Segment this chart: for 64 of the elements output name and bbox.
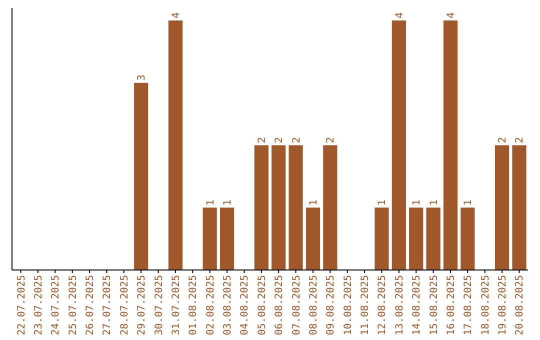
x-tick-label: 12.08.2025: [377, 275, 388, 336]
x-tick-label: 14.08.2025: [412, 275, 423, 336]
bar: [460, 208, 475, 270]
x-tick-label: 06.08.2025: [274, 275, 286, 336]
x-tick-label: 22.07.2025: [16, 275, 28, 336]
x-tick-label: 16.08.2025: [446, 275, 457, 336]
x-tick-label: 02.08.2025: [205, 275, 216, 336]
bar: [443, 20, 458, 270]
data-label: 1: [222, 199, 234, 206]
data-label: 4: [170, 12, 182, 18]
x-tick-label: 18.08.2025: [480, 275, 492, 336]
x-tick-label: 29.07.2025: [136, 275, 148, 336]
x-tick-label: 26.07.2025: [85, 275, 96, 336]
bar: [220, 208, 234, 270]
data-label: 1: [205, 199, 216, 206]
bar: [288, 145, 303, 270]
bar: [426, 208, 440, 270]
data-label: 1: [428, 199, 440, 206]
bar: [202, 208, 217, 270]
x-tick-label: 08.08.2025: [308, 275, 320, 336]
bar: [168, 20, 183, 270]
data-label: 2: [498, 136, 509, 144]
x-tick-label: 28.07.2025: [119, 275, 130, 336]
bar: [134, 82, 148, 270]
data-label: 1: [412, 199, 423, 206]
x-tick-label: 15.08.2025: [428, 275, 440, 336]
data-label: 1: [308, 199, 320, 206]
bar: [254, 145, 268, 270]
bar: [409, 208, 424, 270]
data-label: 4: [394, 12, 406, 18]
x-tick-label: 20.08.2025: [514, 275, 526, 336]
bar: [306, 208, 320, 270]
x-tick-label: 30.07.2025: [154, 275, 165, 336]
bar: [495, 145, 510, 270]
data-label: 3: [136, 74, 148, 81]
x-tick-label: 10.08.2025: [342, 275, 354, 336]
x-tick-label: 17.08.2025: [463, 275, 474, 336]
data-label: 2: [514, 136, 526, 144]
x-tick-label: 03.08.2025: [222, 275, 234, 336]
bar: [272, 145, 286, 270]
x-tick-label: 01.08.2025: [188, 275, 200, 336]
data-label: 2: [256, 136, 268, 144]
x-tick-label: 07.08.2025: [291, 275, 302, 336]
data-label: 2: [326, 136, 337, 144]
x-tick-label: 31.07.2025: [170, 275, 182, 336]
x-tick-label: 24.07.2025: [50, 275, 62, 336]
x-tick-label: 05.08.2025: [256, 275, 268, 336]
bar: [392, 20, 406, 270]
x-tick-label: 11.08.2025: [360, 275, 372, 336]
x-tick-label: 13.08.2025: [394, 275, 406, 336]
x-tick-label: 04.08.2025: [240, 275, 251, 336]
bar: [374, 208, 389, 270]
bar: [512, 145, 526, 270]
data-label: 2: [274, 136, 286, 144]
data-label: 1: [377, 199, 388, 206]
bar: [323, 145, 338, 270]
data-label: 2: [291, 136, 302, 144]
x-tick-label: 09.08.2025: [326, 275, 337, 336]
x-tick-label: 19.08.2025: [498, 275, 509, 336]
x-tick-label: 23.07.2025: [33, 275, 44, 336]
data-label: 4: [446, 12, 457, 18]
data-label: 1: [463, 199, 474, 206]
x-tick-label: 27.07.2025: [102, 275, 114, 336]
x-tick-label: 25.07.2025: [68, 275, 79, 336]
